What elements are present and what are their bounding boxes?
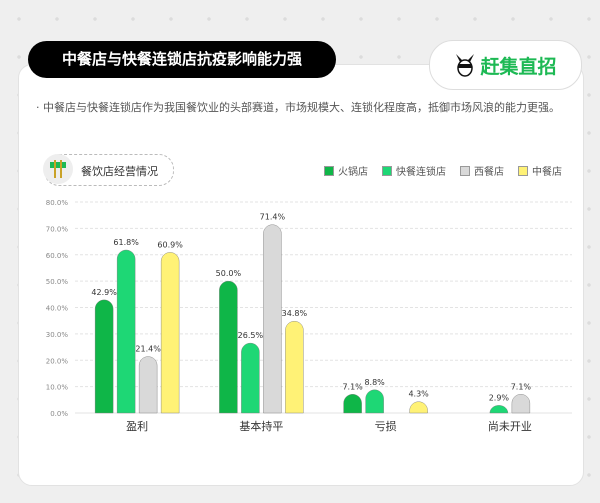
legend-item: 快餐连锁店 <box>382 163 446 178</box>
bar <box>489 405 509 414</box>
legend-swatch <box>518 165 528 176</box>
y-tick-label: 30.0% <box>46 331 69 339</box>
bar <box>343 394 362 414</box>
y-tick-label: 40.0% <box>46 305 69 313</box>
legend-item: 火锅店 <box>324 163 368 178</box>
page-title: 中餐店与快餐连锁店抗疫影响能力强 <box>28 41 336 78</box>
section-header: 餐饮店经营情况 <box>43 154 174 186</box>
y-tick-label: 60.0% <box>46 252 69 260</box>
bar <box>511 394 531 414</box>
legend-label: 西餐店 <box>474 167 504 178</box>
y-tick-label: 80.0% <box>46 199 69 207</box>
bar <box>138 356 158 414</box>
x-tick-label: 尚未开业 <box>488 419 532 433</box>
mascot-icon <box>456 54 475 77</box>
data-label: 7.1% <box>511 382 532 391</box>
chart-legend: 火锅店 快餐连锁店 西餐店 中餐店 <box>324 163 562 178</box>
description: · 中餐店与快餐连锁店作为我国餐饮业的头部赛道，市场规模大、连锁化程度高，抵御市… <box>36 101 560 114</box>
bar <box>285 321 304 414</box>
data-label: 7.1% <box>342 382 363 391</box>
data-label: 60.9% <box>157 240 183 249</box>
data-label: 8.8% <box>364 378 385 387</box>
bar <box>365 389 384 414</box>
logo-text: 赶集直招 <box>480 55 557 78</box>
y-tick-label: 0.0% <box>50 410 68 418</box>
chopsticks-bowl-icon <box>43 154 73 184</box>
y-tick-label: 70.0% <box>46 225 69 233</box>
section-label: 餐饮店经营情况 <box>81 165 158 178</box>
y-tick-label: 10.0% <box>46 384 69 392</box>
data-label: 21.4% <box>135 345 161 354</box>
data-label: 50.0% <box>216 269 242 278</box>
bar <box>116 249 136 414</box>
bar <box>241 342 260 414</box>
data-label: 61.8% <box>113 238 139 247</box>
bar <box>94 299 114 414</box>
bar <box>219 280 238 414</box>
y-tick-label: 50.0% <box>46 278 69 286</box>
legend-swatch <box>460 165 470 176</box>
data-label: 71.4% <box>260 213 286 222</box>
x-tick-label: 亏损 <box>375 419 397 433</box>
brand-logo: 赶集直招 <box>429 40 582 90</box>
legend-swatch <box>382 165 392 176</box>
content-card <box>18 64 584 486</box>
x-tick-label: 基本持平 <box>239 419 283 433</box>
data-label: 42.9% <box>91 288 117 297</box>
data-label: 26.5% <box>238 331 264 340</box>
y-tick-label: 20.0% <box>46 357 69 365</box>
legend-label: 快餐连锁店 <box>396 167 446 178</box>
x-tick-label: 盈利 <box>126 420 148 433</box>
legend-item: 中餐店 <box>518 163 562 178</box>
data-label: 4.3% <box>408 390 429 399</box>
bar <box>160 252 180 414</box>
legend-label: 中餐店 <box>532 167 562 178</box>
data-label: 34.8% <box>282 309 308 318</box>
legend-item: 西餐店 <box>460 163 504 178</box>
data-label: 2.9% <box>489 393 510 402</box>
bar <box>409 401 428 414</box>
bar <box>263 224 282 414</box>
legend-swatch <box>324 165 334 176</box>
legend-label: 火锅店 <box>338 167 368 178</box>
